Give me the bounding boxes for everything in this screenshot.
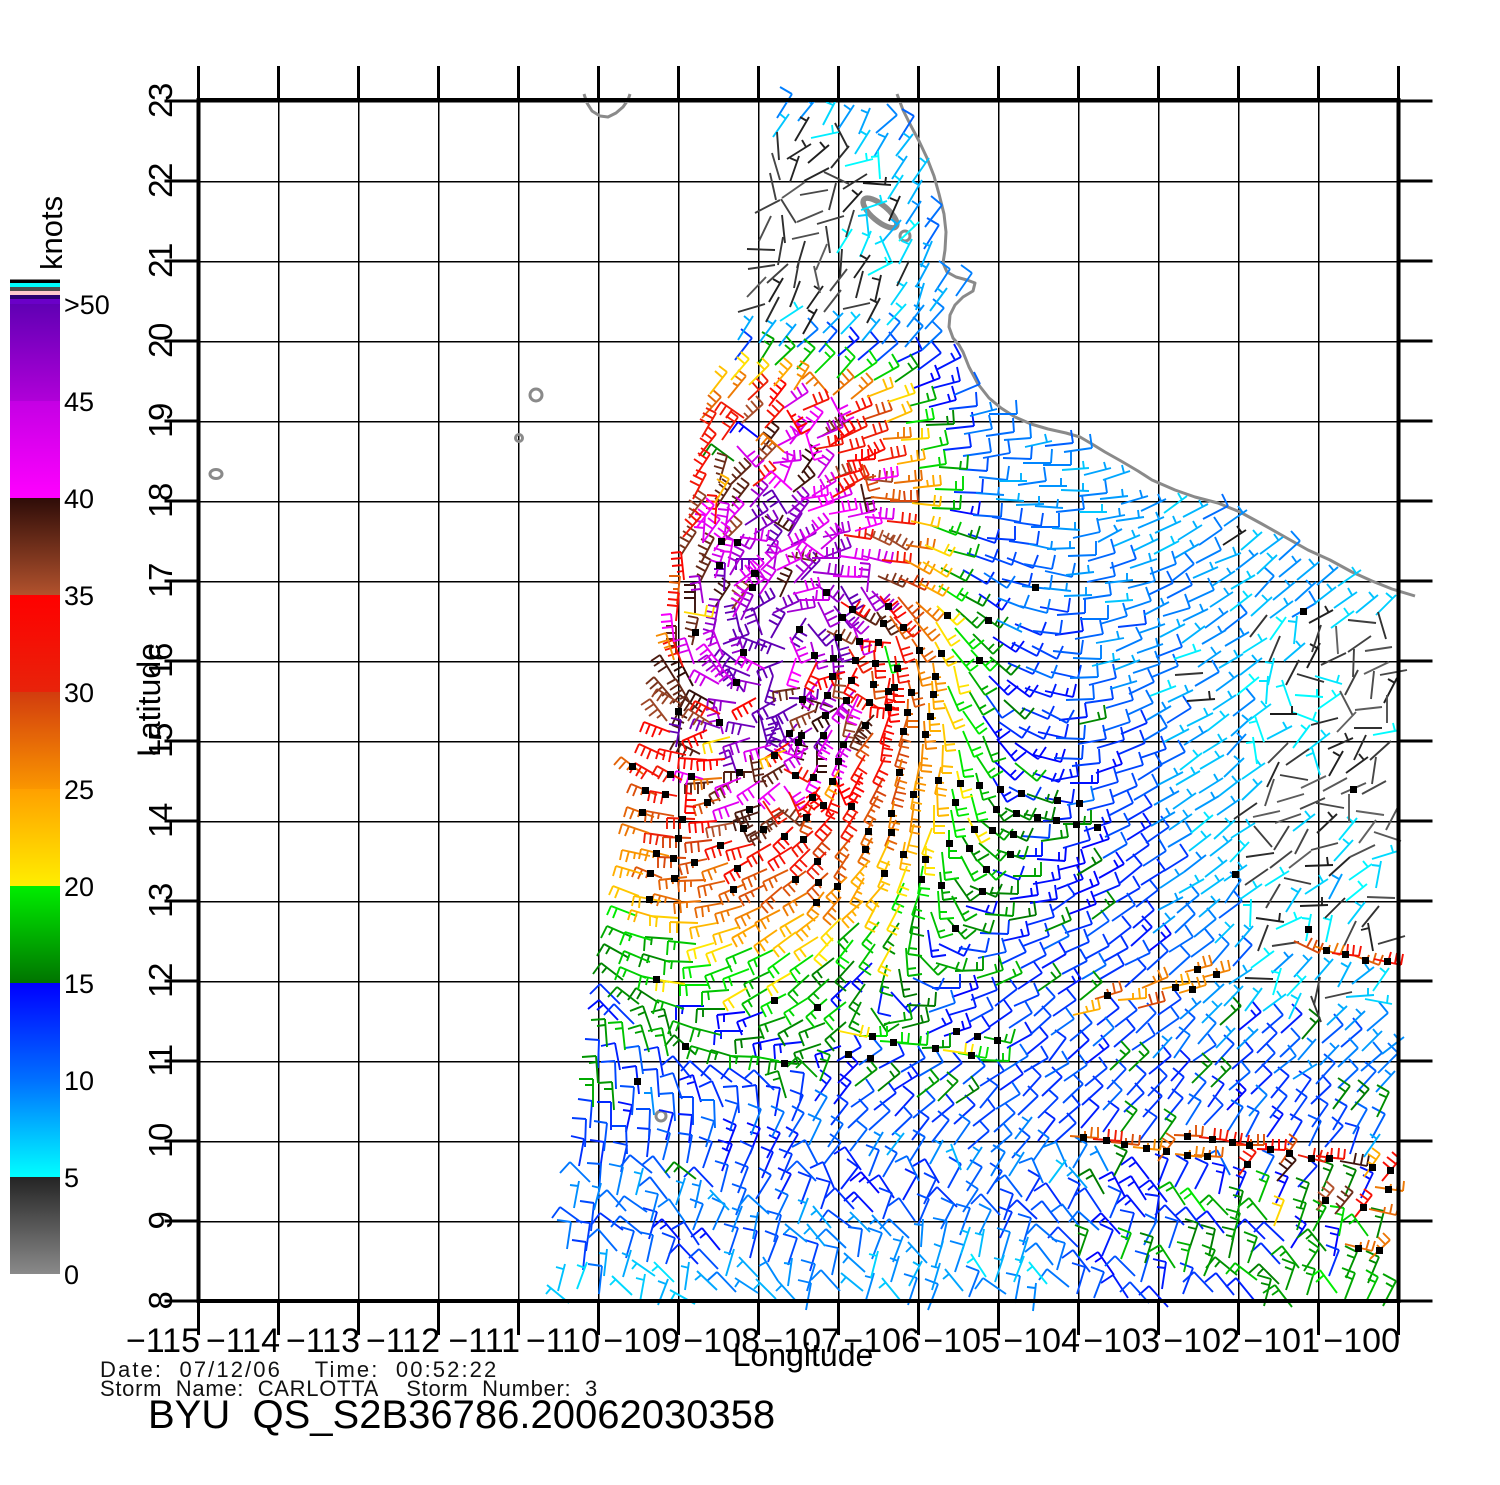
svg-text:23: 23 [142, 84, 179, 118]
svg-text:−100: −100 [1323, 1322, 1400, 1360]
svg-text:19: 19 [142, 404, 179, 438]
svg-text:−103: −103 [1083, 1322, 1160, 1360]
svg-text:−106: −106 [843, 1322, 920, 1360]
svg-text:−107: −107 [763, 1322, 840, 1360]
svg-text:12: 12 [142, 964, 179, 998]
svg-text:45: 45 [64, 387, 94, 417]
svg-text:−108: −108 [683, 1322, 760, 1360]
svg-text:30: 30 [64, 678, 94, 708]
svg-text:20: 20 [64, 872, 94, 902]
svg-text:17: 17 [142, 564, 179, 598]
svg-text:9: 9 [142, 1212, 179, 1229]
svg-text:BYU QS_S2B36786.20062030358: BYU QS_S2B36786.20062030358 [148, 1393, 775, 1437]
svg-text:−105: −105 [923, 1322, 1000, 1360]
svg-text:>50: >50 [64, 290, 110, 320]
svg-text:16: 16 [142, 644, 179, 678]
svg-text:−110: −110 [526, 1322, 600, 1360]
svg-text:−112: −112 [366, 1322, 440, 1360]
svg-text:Latitude: Latitude [131, 643, 167, 757]
svg-text:14: 14 [142, 803, 179, 838]
svg-text:−101: −101 [1243, 1322, 1320, 1360]
svg-text:8: 8 [142, 1292, 179, 1309]
svg-text:−102: −102 [1163, 1322, 1240, 1360]
svg-text:21: 21 [142, 244, 179, 278]
svg-text:knots: knots [34, 196, 69, 270]
svg-text:−111: −111 [448, 1322, 520, 1360]
svg-text:0: 0 [64, 1260, 79, 1290]
svg-text:5: 5 [64, 1163, 79, 1193]
svg-text:25: 25 [64, 775, 94, 805]
svg-text:−115: −115 [126, 1322, 200, 1360]
svg-text:13: 13 [142, 884, 179, 918]
svg-text:40: 40 [64, 484, 94, 514]
svg-text:Longitude: Longitude [733, 1337, 874, 1373]
svg-text:15: 15 [64, 969, 94, 999]
svg-text:−113: −113 [286, 1322, 360, 1360]
svg-text:20: 20 [142, 323, 179, 358]
svg-text:Storm Name: CARLOTTA Stor: Storm Name: CARLOTTA Storm Number: 3 [100, 1376, 598, 1401]
svg-text:15: 15 [142, 724, 179, 758]
svg-text:11: 11 [142, 1045, 179, 1076]
svg-text:10: 10 [142, 1123, 179, 1158]
svg-text:18: 18 [142, 484, 179, 518]
svg-text:Date: 07/12/06 Time: 00:5: Date: 07/12/06 Time: 00:52:22 [100, 1357, 498, 1382]
svg-text:−109: −109 [603, 1322, 680, 1360]
svg-text:−104: −104 [1003, 1322, 1080, 1360]
svg-text:22: 22 [142, 164, 179, 198]
svg-text:10: 10 [64, 1066, 94, 1096]
svg-text:35: 35 [64, 581, 94, 611]
svg-text:−114: −114 [206, 1322, 280, 1360]
